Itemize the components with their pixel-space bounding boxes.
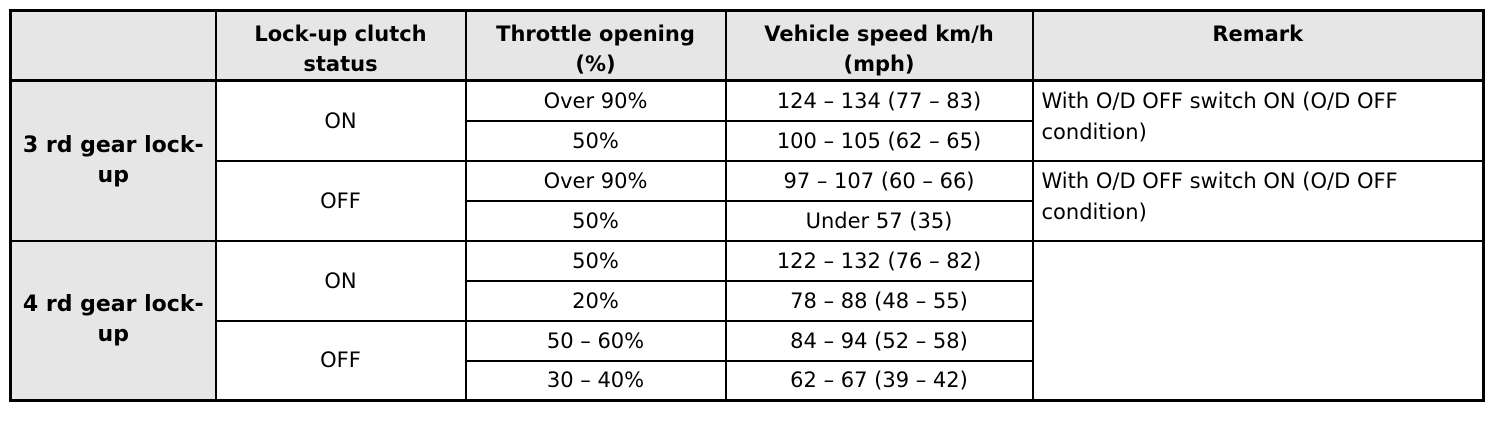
table-row: 20% 78 – 88 (48 – 55) (11, 279, 1484, 322)
lockup-status-cell: OFF (214, 319, 467, 402)
lockup-status-cell: ON (214, 239, 467, 322)
speed-cell: 124 – 134 (77 – 83) (724, 79, 1034, 122)
table-row: 50% Under 57 (35) (11, 199, 1484, 242)
table-row: OFF 50 – 60% 84 – 94 (52 – 58) (11, 319, 1484, 402)
speed-cell: Under 57 (35) (724, 199, 1034, 242)
header-remark: Remark (1031, 9, 1485, 82)
group-label-3rd-gear: 3 rd gear lock-up (9, 79, 217, 242)
group-label-4th-gear: 4 rd gear lock-up (9, 239, 217, 402)
table-row: 50% 100 – 105 (62 – 65) (11, 119, 1484, 162)
table-row: 3 rd gear lock-up ON Over 90% 124 – 134 … (9, 79, 1485, 242)
speed-cell: 100 – 105 (62 – 65) (724, 119, 1034, 162)
throttle-cell: 50% (464, 119, 727, 162)
throttle-cell: 50% (464, 239, 727, 282)
speed-cell: 97 – 107 (60 – 66) (724, 159, 1034, 202)
table-row: 4 rd gear lock-up ON 50% 122 – 132 (76 –… (9, 239, 1485, 402)
lockup-status-cell: OFF (214, 159, 467, 242)
speed-cell: 122 – 132 (76 – 82) (724, 239, 1034, 282)
throttle-cell: Over 90% (464, 79, 727, 122)
header-lockup-status: Lock-up clutch status (214, 9, 467, 82)
throttle-cell: 50% (464, 199, 727, 242)
lockup-spec-table: Lock-up clutch status Throttle opening (… (9, 9, 1485, 402)
table-row: OFF Over 90% 97 – 107 (60 – 66) With O/D… (11, 159, 1485, 242)
header-corner-cell (9, 9, 217, 82)
remark-cell-empty (1031, 239, 1485, 402)
speed-cell: 78 – 88 (48 – 55) (724, 279, 1034, 322)
spec-table-container: Lock-up clutch status Throttle opening (… (9, 9, 1485, 402)
table-row: 30 – 40% 62 – 67 (39 – 42) (11, 359, 1484, 402)
header-vehicle-speed: Vehicle speed km/h (mph) (724, 9, 1034, 82)
speed-cell: 84 – 94 (52 – 58) (724, 319, 1034, 362)
throttle-cell: 30 – 40% (464, 359, 727, 402)
remark-cell: With O/D OFF switch ON (O/D OFF conditio… (1031, 79, 1485, 162)
throttle-cell: 50 – 60% (464, 319, 727, 362)
lockup-status-cell: ON (214, 79, 467, 162)
header-row: Lock-up clutch status Throttle opening (… (9, 9, 1485, 82)
throttle-cell: 20% (464, 279, 727, 322)
remark-cell: With O/D OFF switch ON (O/D OFF conditio… (1031, 159, 1485, 242)
speed-cell: 62 – 67 (39 – 42) (724, 359, 1034, 402)
throttle-cell: Over 90% (464, 159, 727, 202)
header-throttle-opening: Throttle opening (%) (464, 9, 727, 82)
